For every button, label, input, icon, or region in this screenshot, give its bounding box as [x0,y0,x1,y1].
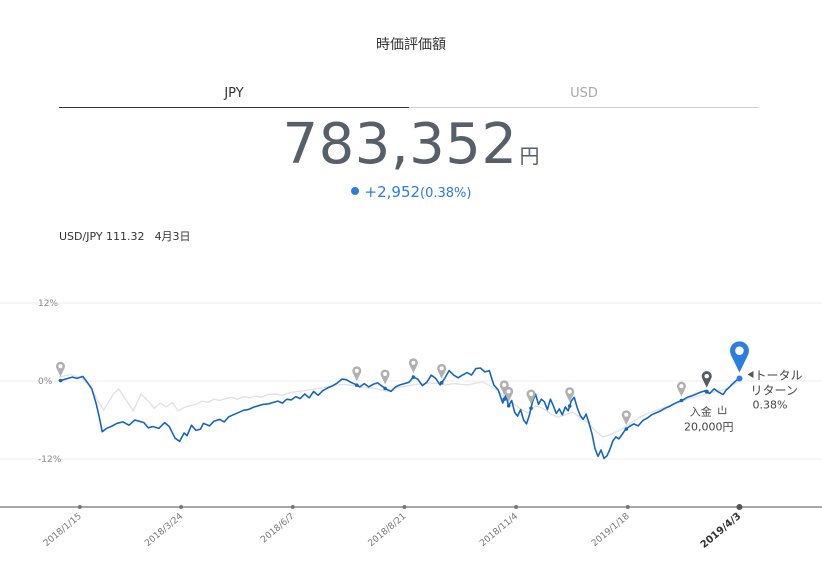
pin-hole [58,364,63,369]
fx-pair: USD/JPY 111.32 [59,230,145,243]
pin-shape [499,380,509,396]
event-point [58,378,63,383]
event-marker-icon[interactable] [499,380,509,396]
pin-shape [55,361,65,377]
y-tick-label: 0% [38,377,53,387]
x-tick-dot [402,505,407,509]
daily-change: +2,952(0.38%) [0,183,822,201]
valuation-unit: 円 [519,144,540,168]
deposit-point [704,389,709,394]
pin-hole [354,368,359,373]
change-amount: +2,952 [364,183,421,201]
event-point [567,404,572,408]
pin-shape [565,387,575,403]
pin-hole [567,389,572,394]
event-marker-icon[interactable] [565,387,575,403]
tab-jpy[interactable]: JPY [59,84,409,108]
series-line-benchmark [58,373,740,438]
pin-shape [729,341,749,373]
pin-hole [502,382,507,387]
x-tick-label: 2018/3/24 [143,511,185,548]
pin-shape [437,363,447,379]
x-tick-dot [290,505,295,509]
total-return-value: 0.38% [752,399,787,412]
valuation-number: 783,352 [282,112,518,177]
x-tick-label: 2019/4/3 [699,511,744,551]
event-marker-icon[interactable] [437,363,447,379]
event-point [529,406,533,411]
deposit-icon [718,405,727,415]
deposit-amount: 20,000円 [684,421,734,434]
event-point [411,375,416,379]
event-point [383,386,387,391]
pin-shape [676,381,686,397]
x-tick-label: 2018/8/21 [367,512,409,549]
pin-hole [506,389,511,394]
current-point [736,375,743,382]
deposit-marker-icon[interactable] [701,371,712,388]
pin-shape [504,386,514,402]
pin-shape [408,358,418,374]
deposit-label: 入金 [690,405,712,419]
event-point [679,398,684,403]
event-marker-icon[interactable] [676,381,686,397]
fx-date: 4月3日 [154,230,191,243]
event-marker-icon[interactable] [526,389,536,405]
change-dot-icon [350,186,359,195]
current-location-pin-icon[interactable] [729,341,749,373]
change-percent: (0.38%) [420,186,472,201]
pin-shape [352,366,362,382]
x-tick-label: 2018/11/4 [478,511,520,548]
total-return-label-2: リターン [750,384,797,398]
event-marker-icon[interactable] [621,410,631,426]
x-tick-dot [736,504,743,510]
pin-shape [621,410,631,426]
pin-hole [735,346,744,355]
y-tick-label: -12% [38,455,62,465]
valuation-amount: 783,352 円 [0,112,822,177]
pin-shape [526,389,536,405]
pin-hole [528,391,534,396]
x-tick-dot [77,505,82,509]
event-marker-icon[interactable] [504,386,514,402]
total-return-label-1: トータル [754,369,802,383]
event-marker-icon[interactable] [408,358,418,374]
pin-shape [380,369,390,385]
caret-left-icon [747,371,754,379]
x-tick-label: 2019/1/18 [590,511,632,548]
x-tick-dot [514,505,519,509]
page-title: 時価評価額 [376,37,446,53]
pin-hole [411,360,416,365]
x-tick-label: 2018/6/7 [259,512,296,546]
event-point [502,397,507,402]
pin-hole [679,384,684,389]
pin-hole [383,371,388,377]
event-point [439,380,444,385]
event-point [624,427,629,431]
fx-rate: USD/JPY 111.32 4月3日 [59,228,201,244]
x-tick-label: 2018/1/15 [42,512,84,549]
event-marker-icon[interactable] [55,361,65,377]
event-marker-icon[interactable] [380,369,390,385]
event-marker-icon[interactable] [352,366,362,382]
x-tick-dot [179,505,184,509]
pin-hole [439,366,444,371]
y-tick-label: 12% [38,299,58,309]
pin-shape [701,371,712,388]
pin-hole [704,373,709,379]
event-point [506,403,511,408]
tab-usd[interactable]: USD [409,84,759,108]
x-tick-dot [625,505,630,509]
series-line-portfolio [58,367,740,460]
currency-tabs: JPY USD [59,84,759,108]
event-point [355,383,359,387]
pin-hole [624,412,629,417]
